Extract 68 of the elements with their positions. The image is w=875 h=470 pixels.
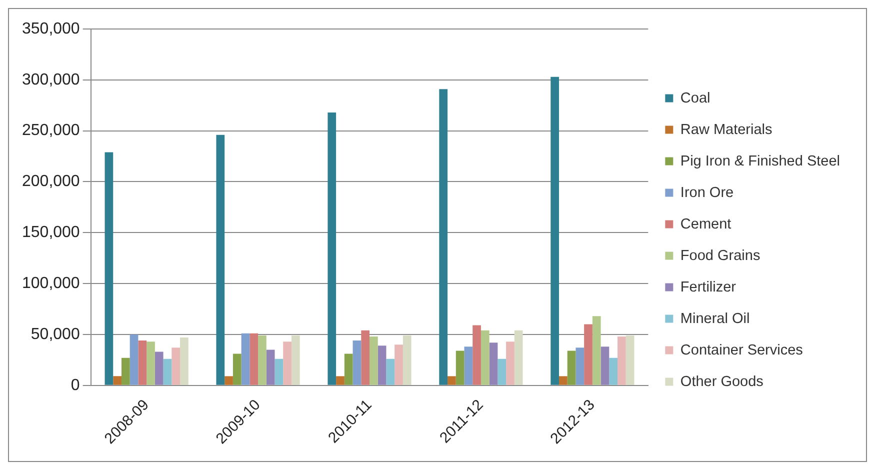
bar bbox=[584, 324, 592, 385]
bar bbox=[489, 342, 498, 385]
legend-label: Container Services bbox=[680, 342, 803, 358]
bar bbox=[514, 330, 523, 385]
bar bbox=[498, 358, 506, 385]
legend-label: Coal bbox=[680, 90, 710, 106]
legend-label: Fertilizer bbox=[680, 279, 736, 296]
bar bbox=[291, 335, 300, 385]
legend-label: Food Grains bbox=[680, 248, 760, 264]
bar bbox=[370, 336, 378, 385]
legend-label: Iron Ore bbox=[680, 184, 734, 201]
bar bbox=[352, 340, 362, 385]
bar bbox=[600, 346, 610, 385]
bar bbox=[274, 358, 284, 385]
bar bbox=[480, 330, 490, 385]
y-tick-label: 100,000 bbox=[22, 274, 80, 292]
bar bbox=[216, 134, 225, 385]
bar bbox=[336, 376, 344, 385]
bar bbox=[104, 152, 114, 385]
bar bbox=[456, 350, 464, 385]
bar bbox=[172, 348, 180, 385]
bar bbox=[113, 376, 122, 385]
bar bbox=[448, 376, 456, 385]
bar bbox=[232, 354, 242, 385]
bar bbox=[361, 330, 370, 385]
bar bbox=[224, 376, 233, 385]
y-tick-label: 350,000 bbox=[22, 20, 80, 38]
bar bbox=[328, 112, 336, 385]
bar bbox=[402, 335, 412, 385]
bar bbox=[163, 358, 172, 385]
bar bbox=[626, 335, 634, 385]
y-tick-label: 300,000 bbox=[22, 71, 80, 88]
bar bbox=[386, 358, 395, 385]
bar bbox=[250, 333, 258, 385]
bar bbox=[567, 350, 576, 385]
legend-label: Other Goods bbox=[680, 374, 764, 390]
bar bbox=[283, 342, 292, 385]
bar bbox=[609, 358, 618, 385]
bar bbox=[266, 350, 275, 385]
y-tick-label: 50,000 bbox=[30, 326, 80, 343]
y-tick-label: 200,000 bbox=[22, 173, 80, 190]
legend-label: Cement bbox=[680, 216, 732, 232]
legend-label: Mineral Oil bbox=[680, 310, 750, 327]
bar bbox=[550, 76, 559, 385]
bar bbox=[241, 333, 250, 385]
y-tick-label: 250,000 bbox=[22, 122, 80, 140]
bar bbox=[472, 325, 481, 385]
bar bbox=[130, 334, 138, 385]
legend-label: Pig Iron & Finished Steel bbox=[680, 153, 840, 170]
bar bbox=[558, 376, 568, 385]
bar bbox=[138, 340, 147, 385]
bar bbox=[344, 354, 353, 385]
bar bbox=[576, 348, 584, 385]
y-tick-label: 0 bbox=[70, 376, 80, 394]
bar bbox=[121, 358, 130, 385]
bar bbox=[618, 336, 626, 385]
bar bbox=[464, 346, 473, 385]
y-tick-label: 150,000 bbox=[22, 224, 80, 242]
bar bbox=[180, 337, 188, 385]
bar bbox=[506, 342, 514, 385]
bar bbox=[394, 344, 403, 385]
bar bbox=[378, 346, 386, 385]
bar bbox=[146, 342, 155, 385]
bar bbox=[258, 335, 266, 385]
bar bbox=[154, 352, 164, 385]
legend-label: Raw Materials bbox=[680, 122, 772, 138]
bar bbox=[592, 316, 601, 385]
bar bbox=[439, 89, 448, 385]
